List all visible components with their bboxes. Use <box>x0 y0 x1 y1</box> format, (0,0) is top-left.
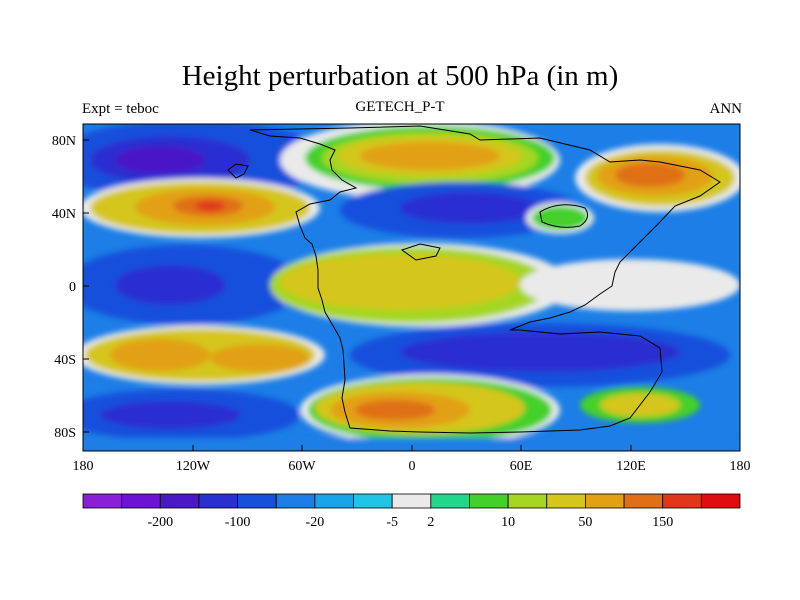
axis-ticks <box>82 139 741 451</box>
colorbar-swatch <box>700 493 741 509</box>
colorbar-swatch <box>159 493 200 509</box>
colorbar-swatch <box>507 493 548 509</box>
colorbar-swatch <box>430 493 470 509</box>
colorbar-swatch <box>82 493 123 509</box>
colorbar-label: -20 <box>306 515 325 530</box>
y-tick-label: 0 <box>69 280 76 295</box>
colorbar: -200 -100 -20 -5 2 10 50 150 <box>82 493 741 530</box>
colorbar-label: 10 <box>501 515 515 530</box>
x-tick-label: 180 <box>73 459 94 474</box>
y-tick-label: 40N <box>52 207 76 222</box>
dataset-label: GETECH_P-T <box>355 99 445 115</box>
x-tick-label: 120E <box>616 459 646 474</box>
colorbar-swatch <box>469 493 509 509</box>
colorbar-swatch <box>275 493 316 509</box>
coastline <box>249 125 721 434</box>
colorbar-label: 2 <box>427 515 434 530</box>
colorbar-label: -100 <box>225 515 251 530</box>
colorbar-label: 50 <box>578 515 592 530</box>
x-tick-label: 60E <box>510 459 533 474</box>
colorbar-swatch <box>353 493 393 509</box>
x-tick-label: 60W <box>288 459 316 474</box>
colorbar-swatch <box>623 493 664 509</box>
map-field <box>83 124 740 451</box>
y-tick-label: 80N <box>52 134 76 149</box>
colorbar-swatch <box>121 493 161 509</box>
colorbar-swatch <box>546 493 586 509</box>
x-axis-labels: 180 120W 60W 0 60E 120E 180 <box>73 459 751 474</box>
season-label: ANN <box>709 101 743 117</box>
colorbar-label: 150 <box>652 515 673 530</box>
colorbar-swatch <box>198 493 238 509</box>
colorbar-swatch <box>585 493 625 509</box>
x-tick-label: 180 <box>730 459 751 474</box>
colorbar-label: -5 <box>386 515 398 530</box>
colorbar-label: -200 <box>147 515 173 530</box>
plot-title: Height perturbation at 500 hPa (in m) <box>181 60 619 92</box>
x-tick-label: 120W <box>176 459 211 474</box>
y-tick-label: 40S <box>54 353 76 368</box>
x-tick-label: 0 <box>409 459 416 474</box>
experiment-label: Expt = teboc <box>82 101 159 117</box>
colorbar-swatch <box>662 493 702 509</box>
y-axis-labels: 80N 40N 0 40S 80S <box>52 134 76 441</box>
colorbar-swatch <box>314 493 354 509</box>
colorbar-swatch <box>237 493 277 509</box>
colorbar-swatch <box>391 493 432 509</box>
y-tick-label: 80S <box>54 426 76 441</box>
